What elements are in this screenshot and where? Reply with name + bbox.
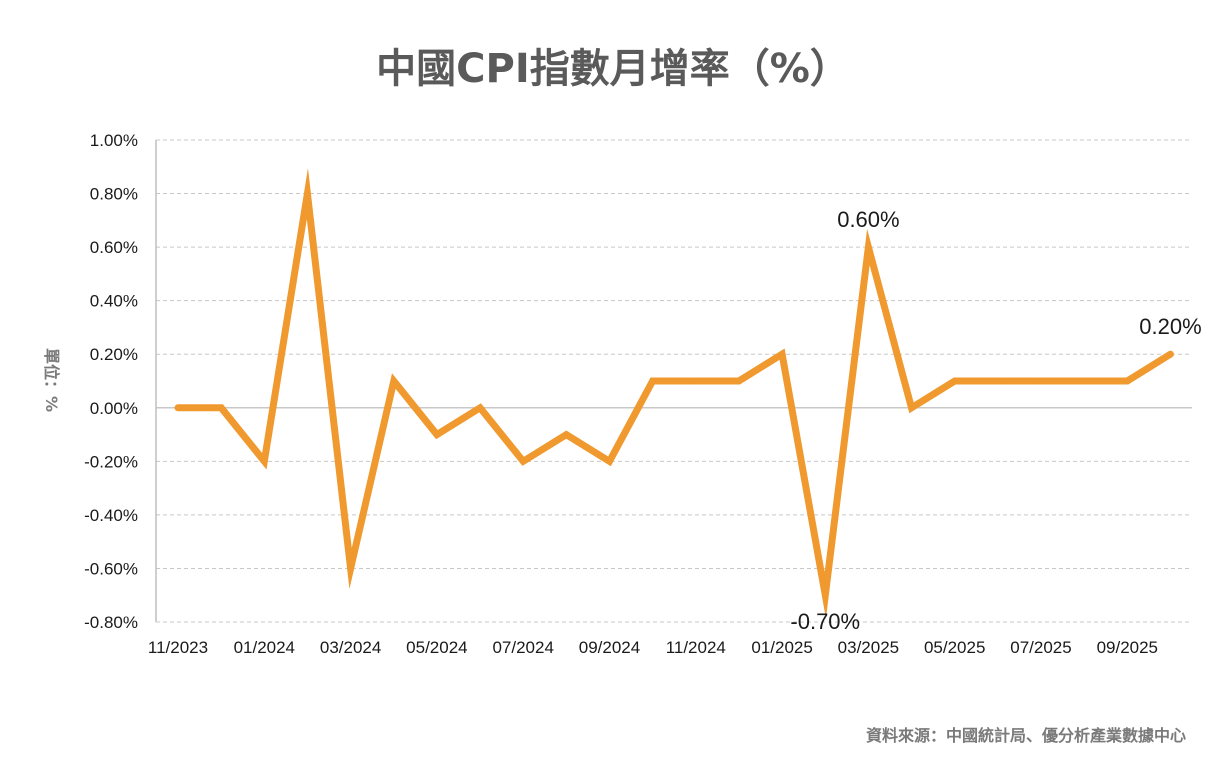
data-point xyxy=(563,431,570,438)
x-tick-label: 09/2025 xyxy=(1097,638,1158,657)
y-tick-label: 1.00% xyxy=(90,131,138,150)
data-point xyxy=(261,458,268,465)
x-tick-label: 03/2024 xyxy=(320,638,381,657)
data-point xyxy=(433,431,441,438)
data-point xyxy=(865,243,872,251)
y-tick-label: -0.40% xyxy=(84,506,138,525)
x-tick-label: 07/2025 xyxy=(1010,638,1071,657)
data-point xyxy=(908,404,915,411)
data-point xyxy=(1037,377,1045,385)
y-tick-label: 0.80% xyxy=(90,185,138,204)
data-label: 0.60% xyxy=(837,207,899,232)
x-tick-label: 05/2025 xyxy=(924,638,985,657)
data-point xyxy=(778,351,786,358)
x-tick-label: 07/2024 xyxy=(492,638,553,657)
source-note: 資料來源：中國統計局、優分析產業數據中心 xyxy=(865,726,1186,745)
y-tick-label: 0.60% xyxy=(90,238,138,257)
data-point xyxy=(606,458,613,465)
x-tick-label: 01/2025 xyxy=(751,638,812,657)
data-point xyxy=(476,404,484,411)
y-tick-label: -0.20% xyxy=(84,452,138,471)
data-point xyxy=(692,377,699,385)
data-point xyxy=(1080,377,1088,385)
data-point xyxy=(1124,377,1131,385)
data-point xyxy=(1167,351,1174,358)
x-tick-label: 01/2024 xyxy=(234,638,295,657)
y-tick-label: 0.00% xyxy=(90,399,138,418)
x-tick-label: 09/2024 xyxy=(579,638,640,657)
data-point xyxy=(994,377,1002,385)
data-point xyxy=(217,404,225,411)
y-tick-label: 0.20% xyxy=(90,345,138,364)
data-point xyxy=(520,458,527,465)
x-tick-labels: 11/2023 01/2024 03/2024 05/2024 07/2024 09/20… xyxy=(148,638,1158,657)
series-line xyxy=(174,168,1174,619)
x-tick-label: 05/2024 xyxy=(406,638,467,657)
grid-lines xyxy=(156,139,1192,623)
data-point xyxy=(347,565,354,572)
data-point xyxy=(735,377,743,385)
data-point xyxy=(174,404,182,411)
data-point xyxy=(822,592,829,599)
x-tick-label: 03/2025 xyxy=(838,638,899,657)
y-tick-labels: 1.00% 0.80% 0.60% 0.40% 0.20% 0.00% -0.20% -0.4… xyxy=(84,131,138,632)
data-point xyxy=(649,377,656,385)
x-tick-label: 11/2024 xyxy=(666,638,726,657)
series xyxy=(174,168,1174,619)
y-tick-label: -0.60% xyxy=(84,559,138,578)
data-labels: 0.60% -0.70% 0.20% xyxy=(790,207,1201,634)
data-label: -0.70% xyxy=(790,609,860,634)
y-tick-label: 0.40% xyxy=(90,292,138,311)
data-point xyxy=(304,190,311,197)
x-tick-label: 11/2023 xyxy=(148,638,208,657)
chart-title: 中國CPI指數月增率（%） xyxy=(376,46,850,92)
y-axis-label: 單位：% xyxy=(42,348,61,412)
data-point xyxy=(951,377,958,385)
data-point xyxy=(390,377,397,385)
y-tick-label: -0.80% xyxy=(84,613,138,632)
data-label: 0.20% xyxy=(1139,314,1201,339)
